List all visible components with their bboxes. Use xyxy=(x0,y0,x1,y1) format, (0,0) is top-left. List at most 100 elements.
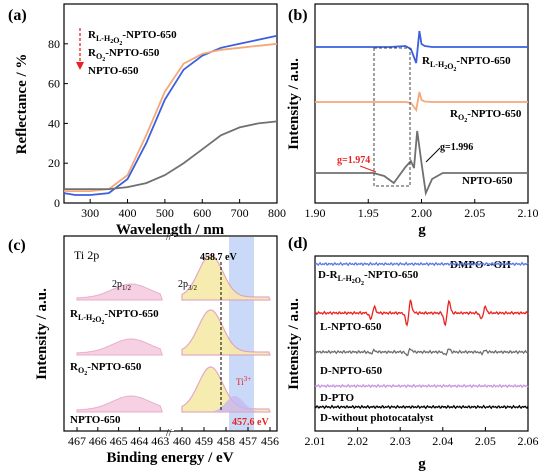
panel-d-series-label-4: D-PTO xyxy=(320,392,354,404)
panel-b-xtick-label: 2.05 xyxy=(464,206,485,220)
panel-b-xlabel: g xyxy=(418,222,426,238)
panel-a-xtick-label: 400 xyxy=(119,206,137,220)
panel-c-xtick-label: 458 xyxy=(217,434,235,448)
panel-c-annotation-457: 457.6 eV xyxy=(232,417,269,428)
panel-a: (a) Reflectance / % Wavelength / nm 300 4… xyxy=(8,3,286,238)
panel-d-xlabel: g xyxy=(418,456,426,472)
panel-d-xtick-label: 2.03 xyxy=(390,434,411,448)
panel-b-series xyxy=(315,30,528,197)
panel-d-series-line-1 xyxy=(314,261,529,267)
panel-d-series xyxy=(314,261,529,410)
panel-a-legend-1: RL-H2O2-NPTO-650 xyxy=(88,29,177,47)
panel-c-xtick-label: 463 xyxy=(151,434,169,448)
panel-b-annotation-g1996: g=1.996 xyxy=(440,142,473,153)
panel-d-ticks: 2.01 2.02 2.03 2.04 2.05 2.06 xyxy=(305,427,539,448)
panel-d-xtick-label: 2.01 xyxy=(305,434,326,448)
panel-c-ylabel: Intensity / a.u. xyxy=(34,288,50,380)
panel-d-ylabel: Intensity / a.u. xyxy=(286,298,302,390)
panel-d-series-label-3: D-NPTO-650 xyxy=(320,365,383,377)
panel-c-xtick-label: 467 xyxy=(68,434,86,448)
panel-d-series-label-5: D-without photocatalyst xyxy=(320,412,434,424)
panel-d: (d) Intensity / a.u. g DMPO -·OH 2.01 2.0… xyxy=(286,235,539,472)
panel-d-series-label-2: L-NPTO-650 xyxy=(320,321,382,333)
panel-b-ylabel: Intensity / a.u. xyxy=(286,58,302,150)
panel-d-xtick-label: 2.04 xyxy=(432,434,453,448)
panel-a-xtick-label: 600 xyxy=(193,206,211,220)
panel-d-frame xyxy=(314,255,529,432)
panel-a-xtick-label: 700 xyxy=(231,206,249,220)
panel-b-series-line-3 xyxy=(315,130,528,197)
panel-c-xtick-label: 465 xyxy=(110,434,128,448)
panel-b-annotation-g1974: g=1.974 xyxy=(337,155,370,166)
panel-a-label: (a) xyxy=(8,7,27,24)
panel-d-xtick-label: 2.02 xyxy=(347,434,368,448)
panel-a-legend-2: RO2-NPTO-650 xyxy=(88,47,160,63)
panel-a-ytick-label: 80 xyxy=(48,37,60,51)
panel-a-series xyxy=(63,34,278,196)
panel-d-series-label-1: D-RL-H2O2-NPTO-650 xyxy=(318,269,419,287)
panel-b-series-label-3: NPTO-650 xyxy=(462,175,513,187)
panel-b-xtick-label: 1.90 xyxy=(305,206,326,220)
panel-d-series-line-5 xyxy=(314,404,529,410)
panel-b-series-line-1 xyxy=(315,30,528,64)
panel-d-title: DMPO -·OH xyxy=(450,259,511,271)
panel-c-peak-2p32-2 xyxy=(181,309,271,356)
panel-c-xtick-label: 466 xyxy=(89,434,107,448)
panel-c-peak-2p32-3 xyxy=(181,366,271,413)
panel-c-peak-2p12-1 xyxy=(76,283,163,301)
panel-b-xtick-label: 2.10 xyxy=(518,206,539,220)
panel-a-legend-arrowhead xyxy=(76,62,84,70)
panel-d-xtick-label: 2.05 xyxy=(475,434,496,448)
panel-c-xtick-label: 459 xyxy=(195,434,213,448)
panel-d-xtick-label: 2.06 xyxy=(518,434,539,448)
panel-a-ylabel: Reflectance / % xyxy=(14,54,30,155)
panel-c-annotation-458: 458.7 eV xyxy=(200,252,237,263)
panel-c-label: (c) xyxy=(8,237,26,254)
panel-a-series-line-1 xyxy=(63,34,278,196)
panel-a-series-line-2 xyxy=(64,42,278,192)
panel-b-annotation-arrow-2 xyxy=(425,147,441,163)
panel-a-xlabel: Wavelength / nm xyxy=(116,222,225,238)
panel-a-ytick-label: 60 xyxy=(48,77,60,91)
panel-c-series-label-1: RL-H2O2-NPTO-650 xyxy=(70,308,159,326)
panel-b-xtick-label: 2.00 xyxy=(411,206,432,220)
panel-c-series-label-3: NPTO-650 xyxy=(70,414,121,426)
panel-b-annotation-arrow-1 xyxy=(359,165,377,173)
panel-c-xlabel: Binding energy / eV xyxy=(106,450,233,466)
panel-c-title: Ti 2p xyxy=(74,248,99,262)
panel-a-ytick-label: 0 xyxy=(54,196,60,210)
panel-c: (c) Intensity / a.u. Binding energy / eV… xyxy=(8,232,279,466)
panel-c-peak-2p12-3 xyxy=(76,395,163,413)
panel-a-xtick-label: 800 xyxy=(268,206,286,220)
panel-d-series-line-2 xyxy=(314,299,529,327)
panel-c-break-top: // xyxy=(166,232,172,243)
panel-c-break-bottom: // xyxy=(166,428,172,439)
panel-c-xtick-label: 457 xyxy=(239,434,257,448)
panel-a-ticks: 300 400 500 600 700 800 0 20 40 60 80 xyxy=(48,37,286,220)
panel-d-label: (d) xyxy=(288,235,308,252)
panel-a-series-line-3 xyxy=(64,120,278,190)
panel-c-xtick-label: 464 xyxy=(130,434,148,448)
panel-b: (b) Intensity / a.u. g 1.90 1.95 2.00 2.05 2… xyxy=(286,3,539,238)
panel-a-legend-3: NPTO-650 xyxy=(88,65,139,77)
panel-c-series-label-2: RO2-NPTO-650 xyxy=(70,361,142,377)
panel-a-ytick-label: 40 xyxy=(48,116,60,130)
panel-a-ytick-label: 20 xyxy=(48,156,60,170)
panel-a-xtick-label: 500 xyxy=(156,206,174,220)
panel-d-series-line-4 xyxy=(314,383,529,389)
panel-b-series-label-1: RL-H2O2-NPTO-650 xyxy=(422,55,511,73)
panel-b-series-line-2 xyxy=(315,91,528,113)
panel-d-series-line-3 xyxy=(314,347,529,357)
panel-c-series xyxy=(76,254,271,413)
panel-a-xtick-label: 300 xyxy=(81,206,99,220)
panel-c-peak-2p32-1 xyxy=(181,254,271,301)
panel-c-xtick-label: 456 xyxy=(261,434,279,448)
panel-c-ti3-peak xyxy=(204,396,261,412)
panel-b-label: (b) xyxy=(288,7,308,24)
panel-c-peak-2p12-2 xyxy=(76,338,163,356)
panel-b-xtick-label: 1.95 xyxy=(358,206,379,220)
panel-c-ticks: 467 466 465 464 463 460 459 458 457 456 xyxy=(68,427,279,448)
panel-b-series-label-2: RO2-NPTO-650 xyxy=(450,108,522,124)
panel-a-frame xyxy=(63,3,278,204)
